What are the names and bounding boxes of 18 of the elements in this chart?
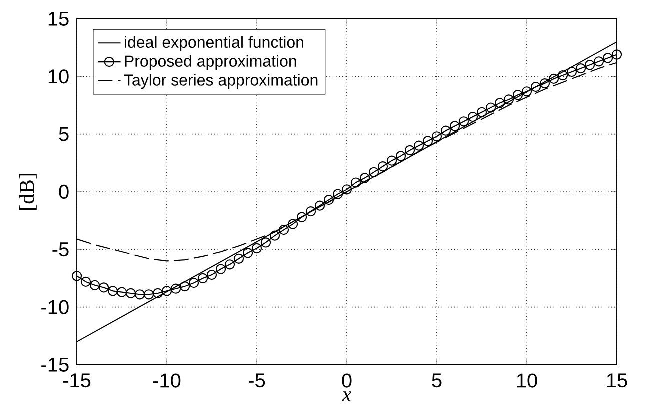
x-tick-label: 5	[432, 374, 442, 388]
x-tick-label: 15	[607, 374, 628, 388]
x-tick-label: -10	[153, 374, 181, 388]
y-tick-label: 10	[48, 70, 69, 84]
y-tick-label: -10	[42, 300, 69, 314]
x-axis-title: x	[342, 392, 352, 402]
y-tick-label: 5	[59, 127, 69, 142]
x-tick-label: 0	[342, 374, 352, 388]
legend-label: Proposed approximation	[125, 55, 296, 70]
y-axis-title: [dB]	[19, 174, 37, 210]
y-tick-label: -15	[42, 358, 69, 372]
legend-label: Taylor series approximation	[124, 74, 318, 90]
y-tick-label: 0	[59, 184, 69, 200]
y-tick-label: 15	[48, 12, 69, 26]
x-tick-label: -5	[248, 374, 266, 388]
legend-label: ideal exponential function	[125, 36, 304, 52]
y-tick-label: -5	[52, 242, 69, 257]
x-tick-label: 10	[517, 374, 538, 388]
